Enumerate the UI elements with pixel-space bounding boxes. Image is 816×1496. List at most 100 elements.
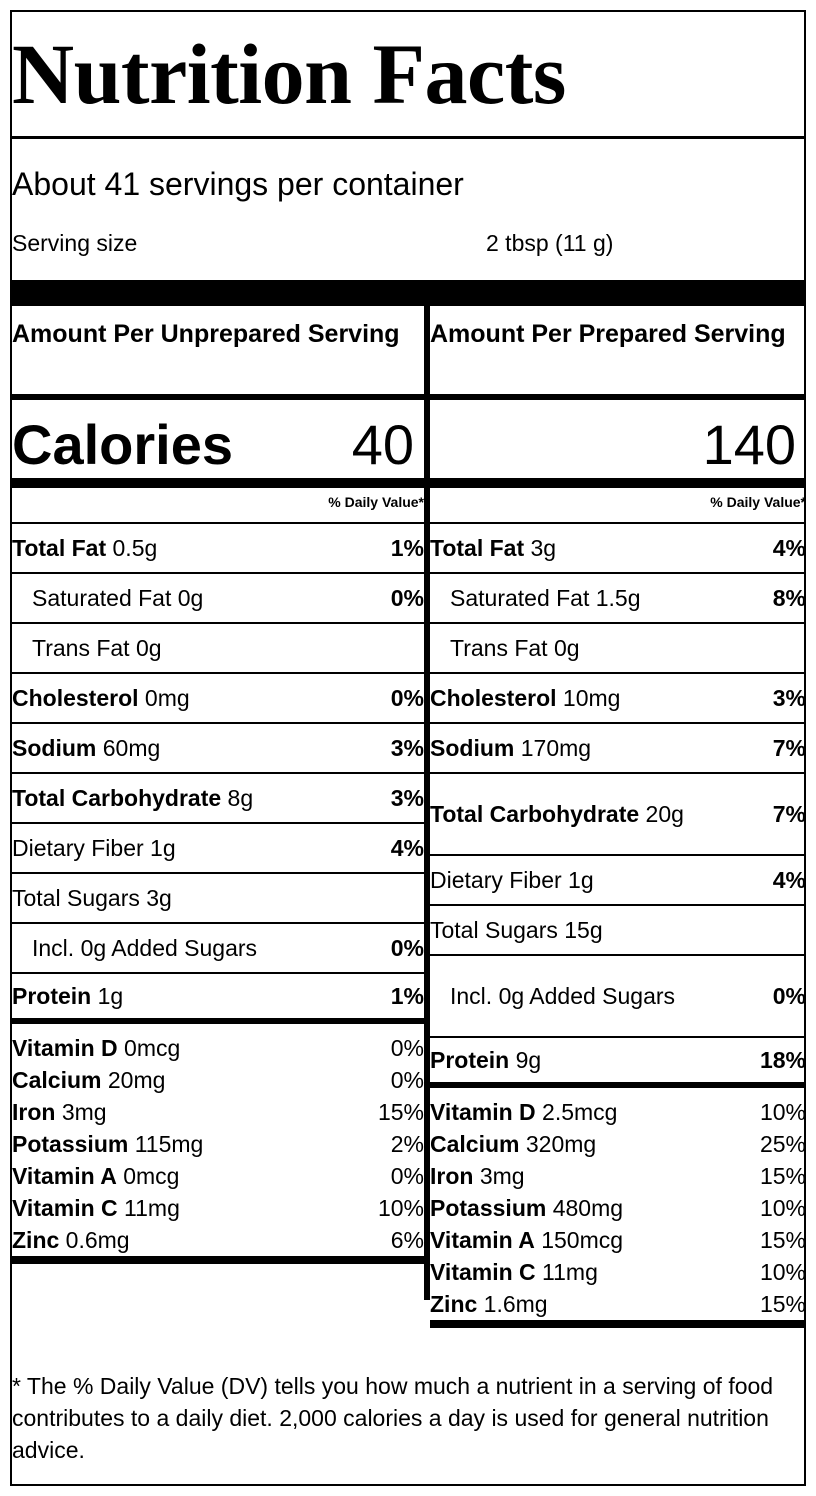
nutrient-daily-value: 7% bbox=[772, 735, 806, 761]
nutrient-label: Total Fat 0.5g bbox=[12, 532, 157, 564]
nutrient-name: Dietary Fiber bbox=[12, 835, 144, 861]
nutrient-amount: 20g bbox=[639, 801, 684, 827]
vitamin-amount: 0.6mg bbox=[59, 1227, 130, 1253]
vitamins-section: Vitamin D 2.5mcg 10% Calcium 320mg 25% Iron … bbox=[430, 1088, 806, 1328]
nutrition-facts-label: Nutrition Facts About 41 servings per co… bbox=[10, 10, 806, 1486]
nutrient-name: Total Sugars bbox=[430, 917, 558, 943]
nutrient-name: Cholesterol bbox=[12, 685, 139, 711]
calories-value: 140 bbox=[702, 413, 796, 476]
nutrient-daily-value: 3% bbox=[390, 735, 424, 761]
vitamin-daily-value: 10% bbox=[759, 1259, 806, 1285]
title-divider bbox=[12, 136, 804, 139]
nutrient-name: Protein bbox=[12, 983, 92, 1009]
daily-value-header: % Daily Value* bbox=[12, 488, 424, 524]
nutrient-label: Total Sugars 3g bbox=[12, 882, 172, 914]
nutrient-name: Total Fat bbox=[430, 535, 525, 561]
vitamin-daily-value: 25% bbox=[759, 1131, 806, 1157]
vitamin-daily-value: 0% bbox=[390, 1067, 424, 1093]
nutrient-amount: 1.5g bbox=[589, 585, 641, 611]
label-title: Nutrition Facts bbox=[12, 26, 566, 122]
calories-row: Calories 40 bbox=[12, 396, 424, 488]
nutrient-amount: 1g bbox=[561, 867, 594, 893]
vitamin-amount: 1.6mg bbox=[477, 1291, 548, 1317]
nutrient-daily-value: 4% bbox=[390, 835, 424, 861]
vitamin-label: Potassium 115mg bbox=[12, 1128, 203, 1160]
vitamin-name: Potassium bbox=[430, 1195, 547, 1221]
vitamin-row: Vitamin A 150mcg 15% bbox=[430, 1224, 806, 1256]
vitamin-label: Potassium 480mg bbox=[430, 1192, 623, 1224]
vitamin-amount: 3mg bbox=[473, 1163, 525, 1189]
vitamin-daily-value: 15% bbox=[759, 1163, 806, 1189]
vitamin-label: Vitamin A 0mcg bbox=[12, 1160, 179, 1192]
vitamin-name: Vitamin D bbox=[430, 1099, 536, 1125]
vitamin-daily-value: 6% bbox=[390, 1227, 424, 1253]
vitamin-amount: 2.5mcg bbox=[535, 1099, 618, 1125]
nutrient-row: Saturated Fat 0g 0% bbox=[12, 574, 424, 624]
vitamin-label: Vitamin A 150mcg bbox=[430, 1224, 623, 1256]
vitamin-row: Calcium 320mg 25% bbox=[430, 1128, 806, 1160]
nutrient-label: Protein 9g bbox=[430, 1044, 541, 1076]
nutrient-daily-value: 0% bbox=[390, 935, 424, 961]
nutrient-label: Trans Fat 0g bbox=[450, 632, 580, 664]
nutrient-row: Incl. 0g Added Sugars 0% bbox=[12, 924, 424, 974]
nutrient-name: Dietary Fiber bbox=[430, 867, 562, 893]
nutrient-amount: 0g bbox=[171, 585, 204, 611]
column-header: Amount Per Prepared Serving bbox=[430, 306, 806, 396]
vitamin-label: Zinc 1.6mg bbox=[430, 1288, 548, 1320]
nutrient-label: Dietary Fiber 1g bbox=[430, 864, 594, 896]
nutrient-name: Trans Fat bbox=[32, 635, 130, 661]
vitamin-daily-value: 0% bbox=[390, 1035, 424, 1061]
vitamin-amount: 320mg bbox=[519, 1131, 597, 1157]
vitamin-name: Vitamin C bbox=[430, 1259, 536, 1285]
nutrient-row: Protein 1g 1% bbox=[12, 974, 424, 1024]
nutrient-amount: 1g bbox=[143, 835, 176, 861]
vitamin-row: Iron 3mg 15% bbox=[12, 1096, 424, 1128]
column-divider bbox=[424, 306, 430, 1300]
nutrient-row: Sodium 170mg 7% bbox=[430, 724, 806, 774]
nutrient-row: Total Fat 0.5g 1% bbox=[12, 524, 424, 574]
vitamin-name: Iron bbox=[12, 1099, 56, 1125]
vitamin-label: Vitamin C 11mg bbox=[12, 1192, 180, 1224]
nutrient-label: Incl. 0g Added Sugars bbox=[32, 932, 257, 964]
nutrient-row: Total Fat 3g 4% bbox=[430, 524, 806, 574]
vitamin-name: Vitamin D bbox=[12, 1035, 118, 1061]
nutrient-label: Cholesterol 10mg bbox=[430, 682, 620, 714]
daily-value-header: % Daily Value* bbox=[430, 488, 806, 524]
nutrient-label: Total Sugars 15g bbox=[430, 914, 603, 946]
nutrient-row: Total Sugars 3g bbox=[12, 874, 424, 924]
vitamin-name: Vitamin A bbox=[12, 1163, 117, 1189]
vitamin-row: Potassium 480mg 10% bbox=[430, 1192, 806, 1224]
nutrient-amount: 9g bbox=[509, 1047, 542, 1073]
nutrient-daily-value: 1% bbox=[390, 983, 424, 1009]
vitamin-label: Calcium 20mg bbox=[12, 1064, 165, 1096]
nutrient-row: Cholesterol 0mg 0% bbox=[12, 674, 424, 724]
serving-size-label: Serving size bbox=[12, 230, 138, 256]
nutrient-label: Sodium 170mg bbox=[430, 732, 591, 764]
nutrient-name: Saturated Fat bbox=[450, 585, 590, 611]
vitamin-row: Vitamin A 0mcg 0% bbox=[12, 1160, 424, 1192]
vitamin-amount: 480mg bbox=[546, 1195, 624, 1221]
nutrient-amount: 8g bbox=[221, 785, 254, 811]
vitamin-label: Iron 3mg bbox=[12, 1096, 107, 1128]
vitamin-row: Zinc 0.6mg 6% bbox=[12, 1224, 424, 1256]
nutrient-name: Total Sugars bbox=[12, 885, 140, 911]
prepared-column: Amount Per Prepared Serving 140 % Daily Va… bbox=[430, 306, 806, 1328]
nutrient-name: Cholesterol bbox=[430, 685, 557, 711]
servings-per-container: About 41 servings per container bbox=[12, 166, 464, 202]
vitamin-daily-value: 15% bbox=[759, 1227, 806, 1253]
vitamin-row: Vitamin C 11mg 10% bbox=[430, 1256, 806, 1288]
nutrient-daily-value: 4% bbox=[772, 867, 806, 893]
vitamin-amount: 115mg bbox=[128, 1131, 204, 1157]
nutrient-label: Sodium 60mg bbox=[12, 732, 160, 764]
nutrient-label: Total Carbohydrate 8g bbox=[12, 782, 253, 814]
nutrient-label: Saturated Fat 1.5g bbox=[450, 582, 641, 614]
vitamin-label: Iron 3mg bbox=[430, 1160, 525, 1192]
vitamin-row: Vitamin D 2.5mcg 10% bbox=[430, 1096, 806, 1128]
vitamin-name: Vitamin C bbox=[12, 1195, 118, 1221]
nutrient-name: Total Carbohydrate bbox=[12, 785, 222, 811]
vitamin-name: Zinc bbox=[12, 1227, 60, 1253]
vitamin-amount: 0mcg bbox=[116, 1163, 180, 1189]
unprepared-column: Amount Per Unprepared Serving Calories 40%… bbox=[12, 306, 424, 1264]
nutrient-row: Trans Fat 0g bbox=[12, 624, 424, 674]
nutrient-amount: 3g bbox=[524, 535, 557, 561]
